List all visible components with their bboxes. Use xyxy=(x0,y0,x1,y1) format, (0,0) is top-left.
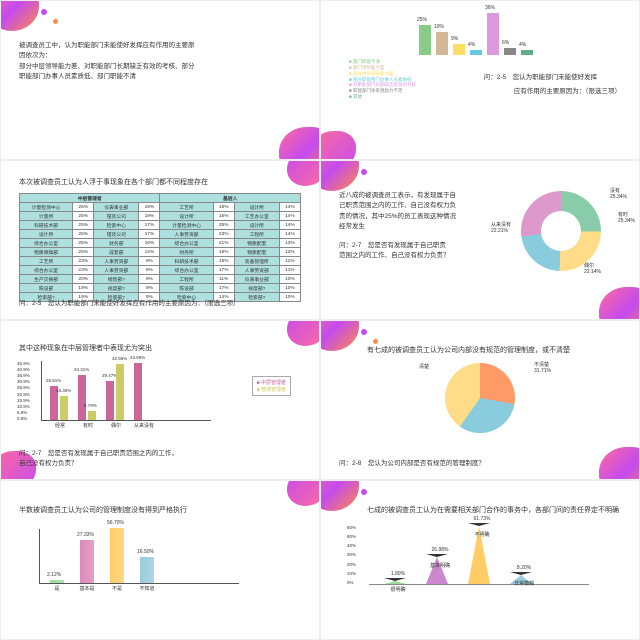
question: 问：2-5 您认为职能部门未能使好发挥 xyxy=(484,71,621,81)
chart-title: 其中这种现象在中层管理者中表现尤为突出 xyxy=(19,343,301,353)
question: 范围之内的工作、自己没有权力负责？ xyxy=(339,251,511,261)
text-line: 己职责范围之内的工作、自己没有权力负 xyxy=(339,201,511,211)
slide-3: 本次被调查员工认为人浮于事现象在各个部门都不同程度存在 中层管理者基层人计量检测… xyxy=(0,160,320,320)
question: 问：2-8 您认为公司内部是否有规范的管理制度？ xyxy=(339,457,621,467)
slide-4: 近八成的被调查员工表示，有发现属于自 己职责范围之内的工作、自己没有权力负 责的… xyxy=(320,160,640,320)
chart-title: 半数被调查员工认为公司的管理制度没有得到严格执行 xyxy=(19,505,301,515)
chart-title: 有七成的被调查员工认为公司内部没有规范的管理制度，或不清楚 xyxy=(367,345,621,355)
donut-chart xyxy=(521,191,601,271)
question: 问：2-7 您是否有发现属于自己职责 xyxy=(339,241,511,251)
donut-label: 有时25.34% xyxy=(618,211,635,224)
slide-2: 25%19%9%4%36%6%4% 部门职能不清部门领导能力差部分中层领导能力差… xyxy=(320,0,640,160)
question: 应有作用的主要原因为：（限选三项） xyxy=(514,85,621,95)
text-line: 部分中层领导能力差、对职能部门长期缺乏有效的考核、部分 xyxy=(19,62,301,72)
text-line: 因依次为： xyxy=(19,51,301,61)
table-title: 本次被调查员工认为人浮于事现象在各个部门都不同程度存在 xyxy=(19,177,301,187)
text-line: 经常发生 xyxy=(339,222,511,232)
pie-label: 清楚 xyxy=(419,363,429,370)
chart-title: 七成的被调查员工认为在需要相关部门合作的事务中，各部门间的责任界定不明确 xyxy=(367,505,621,515)
data-table: 中层管理者基层人计量检测中心25%仪表事业部19%工艺所18%设计所14%计量所… xyxy=(19,193,301,302)
slide-6: 有七成的被调查员工认为公司内部没有规范的管理制度，或不清楚 清楚 不清楚31.7… xyxy=(320,320,640,480)
question: 问：2-7 您是否有发现属于自己职责范围之内的工作， xyxy=(19,447,301,457)
pie-chart xyxy=(445,363,515,433)
grouped-bar-chart: 25.81%18.30%经常34.31%6.79%有时29.47%42.56%偶… xyxy=(41,361,211,421)
slide-7: 半数被调查员工认为公司的管理制度没有得到严格执行 2.12%是27.33%基本是… xyxy=(0,480,320,640)
cone-chart: 1.89%很明确26.98%基本明确61.73%不明确8.20%非常模糊 xyxy=(369,525,589,585)
text-line: 被调查员工中，认为职能部门未能使好发挥应有作用的主要原 xyxy=(19,41,301,51)
text-line: 职能部门办事人员素质低、部门职能不清 xyxy=(19,72,301,82)
donut-label: 偶尔22.14% xyxy=(584,262,601,275)
slide-8: 七成的被调查员工认为在需要相关部门合作的事务中，各部门间的责任界定不明确 60%… xyxy=(320,480,640,640)
question: 自己没有权力负责？ xyxy=(19,457,301,467)
pie-label: 不清楚31.71% xyxy=(534,361,551,374)
text-line: 责的情况，其中25%的员工表现这种情况 xyxy=(339,212,511,222)
bar3d-chart: 2.12%是27.33%基本是56.70%不是16.50%不知道 xyxy=(39,529,239,584)
donut-label: 没有25.34% xyxy=(610,187,627,200)
chart-legend: ■ 中层管理者 ■ 普通管理者 xyxy=(252,376,291,396)
slide-1: 被调查员工中，认为职能部门未能使好发挥应有作用的主要原 因依次为： 部分中层领导… xyxy=(0,0,320,160)
question: 问：2-5 您认为职能部门未能使好发挥应有作用的主要原因为：（限选三项） xyxy=(19,297,301,307)
text-line: 近八成的被调查员工表示，有发现属于自 xyxy=(339,191,511,201)
bar3d-chart: 25%19%9%4%36%6%4% xyxy=(419,13,621,55)
slide-5: 其中这种现象在中层管理者中表现尤为突出 45.9%40.9%35.9%30.9%… xyxy=(0,320,320,480)
